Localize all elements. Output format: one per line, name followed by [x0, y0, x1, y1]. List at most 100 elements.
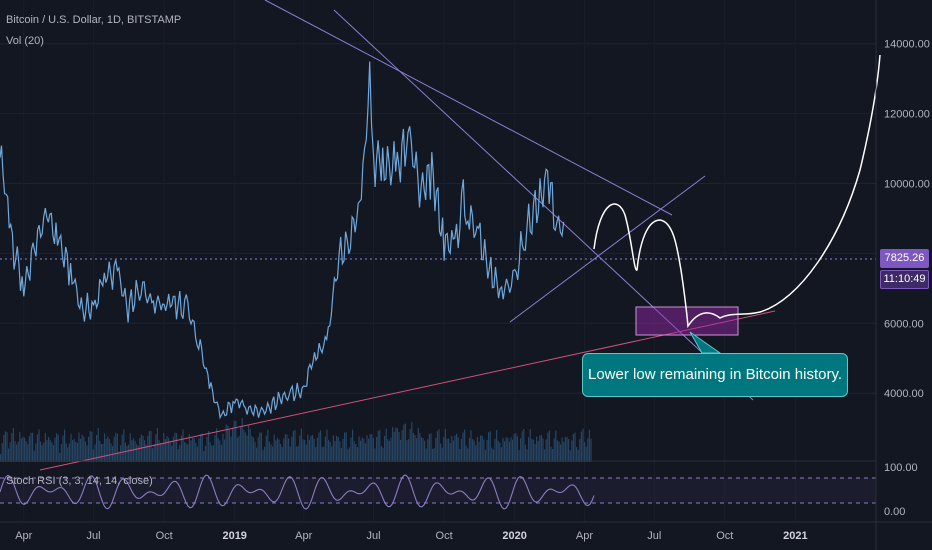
volume-bar: [497, 440, 499, 462]
volume-bar: [395, 427, 397, 462]
volume-bar: [190, 440, 192, 462]
volume-bar: [281, 447, 283, 462]
volume-bar: [97, 428, 99, 462]
volume-bar: [286, 434, 288, 462]
volume-bar: [419, 433, 421, 462]
volume-bar: [297, 445, 299, 462]
volume-bar: [334, 440, 336, 462]
volume-bar: [323, 446, 325, 462]
volume-bar: [276, 437, 278, 462]
projection-path[interactable]: [593, 54, 881, 329]
time-axis[interactable]: Apr Jul Oct 2019 Apr Jul Oct 2020 Apr Jul Oct 2021: [0, 521, 932, 542]
volume-bar: [33, 450, 35, 462]
volume-bar: [166, 436, 168, 462]
volume-bar: [299, 435, 301, 462]
volume-bar: [502, 437, 504, 462]
volume-bar: [462, 432, 464, 462]
volume-bar: [126, 446, 128, 462]
time-tick-label: Apr: [576, 530, 593, 542]
volume-bar: [572, 434, 574, 462]
volume-bar: [142, 435, 144, 462]
volume-bar: [22, 436, 24, 462]
volume-bar: [212, 445, 214, 462]
volume-bar: [115, 432, 117, 462]
volume-bar: [304, 439, 306, 462]
volume-bar: [302, 439, 304, 462]
volume-bar: [524, 444, 526, 462]
volume-bar: [316, 437, 318, 462]
volume-bar: [580, 431, 582, 462]
volume-bar: [233, 421, 235, 462]
volume-bar: [379, 429, 381, 462]
volume-bar: [158, 440, 160, 462]
volume-bar: [35, 443, 37, 462]
volume-bar: [590, 438, 592, 462]
volume-bar: [313, 439, 315, 462]
volume-bar: [486, 440, 488, 462]
volume-bar: [475, 445, 477, 462]
volume-bar: [120, 445, 122, 462]
volume-bar: [569, 450, 571, 462]
symbol-title[interactable]: Bitcoin / U.S. Dollar, 1D, BITSTAMP: [6, 14, 182, 26]
volume-bar: [584, 442, 586, 462]
volume-bar: [368, 438, 370, 462]
volume-bar: [385, 428, 387, 462]
volume-bar: [358, 436, 360, 462]
volume-bar: [70, 433, 72, 462]
volume-bar: [128, 444, 130, 462]
volume-bar: [531, 438, 533, 462]
volume-bar: [288, 438, 290, 462]
volume-bar: [24, 437, 26, 462]
volume-bar: [392, 427, 394, 462]
volume-bar: [171, 445, 173, 462]
volume-bar: [422, 438, 424, 462]
price-tick-label: 6000.00: [884, 318, 924, 330]
volume-bar: [374, 448, 376, 462]
volume-bar: [420, 437, 422, 462]
volume-bar: [36, 434, 38, 462]
volume-bar: [312, 435, 314, 462]
volume-bar: [8, 448, 10, 462]
volume-bar: [83, 436, 85, 462]
volume-bar: [505, 437, 507, 462]
volume-bar: [300, 428, 302, 462]
volume-bar: [163, 433, 165, 462]
time-tick-label: 2019: [222, 530, 246, 542]
price-tick-label: 14000.00: [884, 39, 930, 51]
volume-bar: [284, 434, 286, 462]
volume-bar: [408, 439, 410, 462]
volume-bar: [473, 440, 475, 462]
volume-bar: [251, 436, 253, 462]
volume-bar: [563, 441, 565, 462]
volume-indicator-label[interactable]: Vol (20): [6, 35, 44, 47]
volume-bar: [388, 440, 390, 462]
volume-bar: [129, 433, 131, 462]
volume-bar: [348, 447, 350, 462]
volume-bar: [307, 434, 309, 462]
volume-bar: [80, 438, 82, 462]
volume-bar: [411, 421, 413, 462]
volume-bar: [52, 445, 54, 462]
volume-bar: [19, 431, 21, 462]
volume-bar: [428, 434, 430, 462]
volume-bar: [318, 432, 320, 462]
volume-bar: [356, 447, 358, 462]
volume-bar: [203, 451, 205, 462]
stoch-rsi-label[interactable]: Stoch RSI (3, 3, 14, 14, close): [6, 475, 153, 487]
volume-bar: [208, 431, 210, 462]
volume-bar: [406, 440, 408, 462]
volume-bar: [134, 440, 136, 462]
volume-bar: [102, 443, 104, 462]
volume-bar: [542, 438, 544, 462]
volume-bar: [161, 443, 163, 462]
annotation-callout[interactable]: Lower low remaining in Bitcoin history.: [582, 353, 848, 397]
volume-bar: [520, 438, 522, 462]
volume-bar: [579, 439, 581, 462]
volume-bar: [532, 439, 534, 462]
volume-bar: [460, 439, 462, 462]
volume-bar: [427, 439, 429, 462]
volume-bar: [192, 437, 194, 462]
volume-bar: [516, 436, 518, 462]
volume-bar: [320, 430, 322, 462]
